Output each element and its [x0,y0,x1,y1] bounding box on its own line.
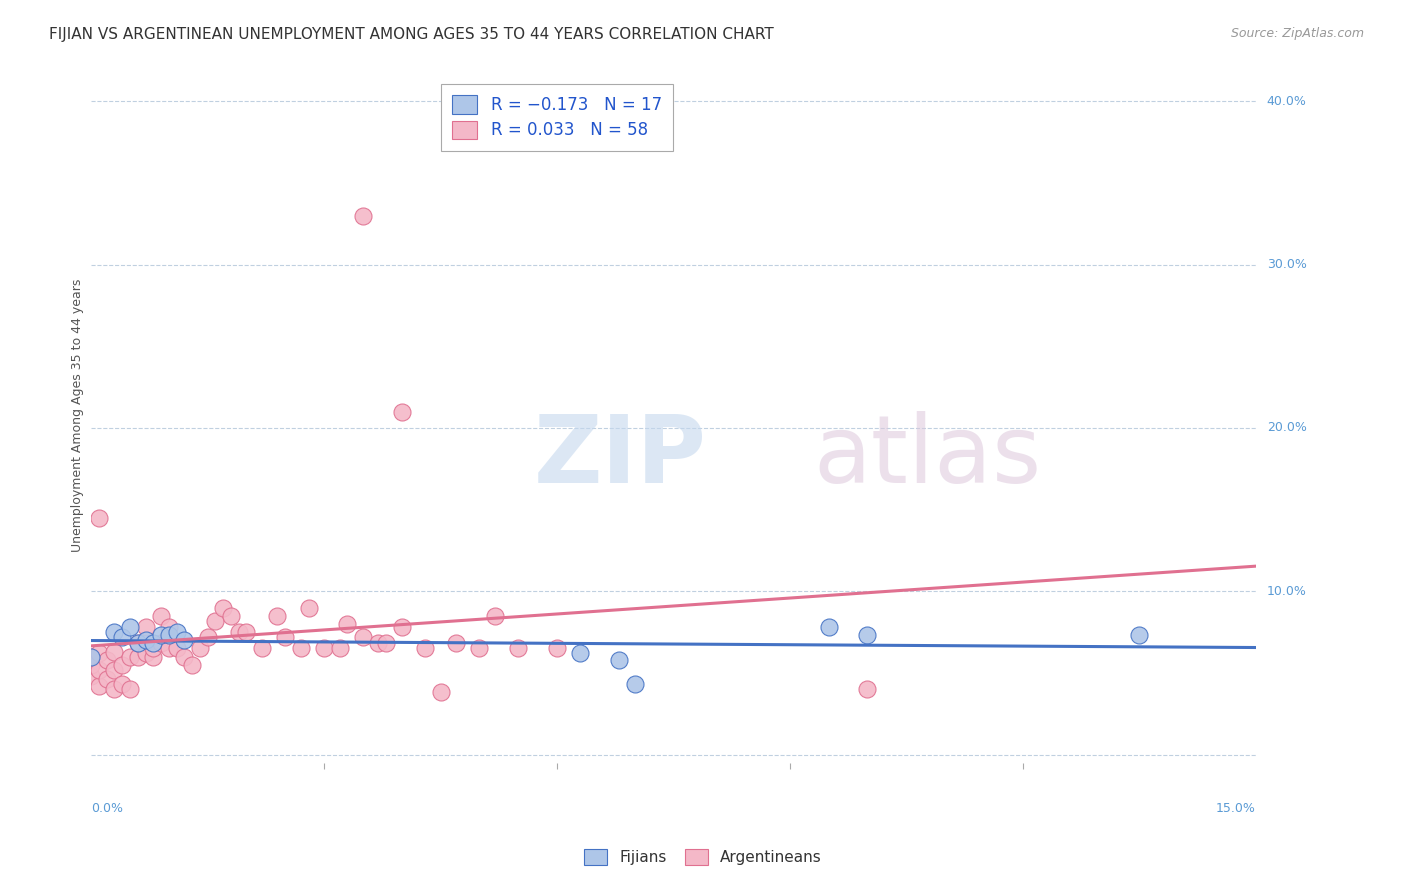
Point [546,641,568,656]
Point [336,616,359,631]
Point [157,641,180,656]
Point [228,625,250,640]
Point [127,636,149,650]
Point [413,641,436,656]
Point [266,608,288,623]
Text: Source: ZipAtlas.com: Source: ZipAtlas.com [1230,27,1364,40]
Point [817,620,839,634]
Text: 10.0%: 10.0% [1267,584,1306,598]
Point [297,600,319,615]
Point [87,663,110,677]
Point [375,636,398,650]
Point [103,682,125,697]
Point [352,630,374,644]
Point [181,657,204,672]
Point [118,620,141,634]
Point [274,630,297,644]
Point [188,641,211,656]
Point [103,645,125,659]
Point [391,404,413,418]
Point [219,608,242,623]
Point [173,633,195,648]
Point [135,633,157,648]
Point [250,641,273,656]
Point [111,677,134,691]
Point [111,630,134,644]
Point [80,657,103,672]
Point [87,646,110,660]
Point [87,510,110,524]
Point [127,636,149,650]
Point [135,620,157,634]
Point [80,649,103,664]
Point [157,628,180,642]
Point [157,620,180,634]
Point [484,608,506,623]
Text: atlas: atlas [813,411,1042,503]
Point [166,641,188,656]
Point [607,653,630,667]
Point [212,600,235,615]
Text: 0.0%: 0.0% [91,802,124,814]
Point [150,628,173,642]
Point [204,614,226,628]
Text: 40.0%: 40.0% [1267,95,1306,108]
Point [235,625,257,640]
Point [468,641,491,656]
Point [135,646,157,660]
Point [103,663,125,677]
Text: 15.0%: 15.0% [1216,802,1256,814]
Point [80,649,103,664]
Point [142,649,165,664]
Point [118,682,141,697]
Point [173,649,195,664]
Point [118,649,141,664]
Point [96,673,118,687]
Point [429,685,451,699]
Point [142,641,165,656]
Point [96,653,118,667]
Point [312,641,335,656]
Point [290,641,312,656]
Point [856,682,879,697]
Point [391,620,413,634]
Point [508,641,530,656]
Point [444,636,467,650]
Point [856,628,879,642]
Point [329,641,352,656]
Legend: R = −0.173   N = 17, R = 0.033   N = 58: R = −0.173 N = 17, R = 0.033 N = 58 [440,84,673,151]
Point [87,679,110,693]
Point [197,630,219,644]
Text: 30.0%: 30.0% [1267,258,1306,271]
Point [127,649,149,664]
Point [367,636,389,650]
Text: FIJIAN VS ARGENTINEAN UNEMPLOYMENT AMONG AGES 35 TO 44 YEARS CORRELATION CHART: FIJIAN VS ARGENTINEAN UNEMPLOYMENT AMONG… [49,27,773,42]
Point [166,625,188,640]
Point [142,636,165,650]
Point [352,209,374,223]
Point [569,646,592,660]
Point [103,625,125,640]
Point [1128,628,1150,642]
Point [150,636,173,650]
Text: ZIP: ZIP [534,411,707,503]
Point [111,657,134,672]
Y-axis label: Unemployment Among Ages 35 to 44 years: Unemployment Among Ages 35 to 44 years [72,279,84,552]
Legend: Fijians, Argentineans: Fijians, Argentineans [578,843,828,871]
Point [80,669,103,683]
Text: 20.0%: 20.0% [1267,421,1306,434]
Point [150,608,173,623]
Point [623,677,645,691]
